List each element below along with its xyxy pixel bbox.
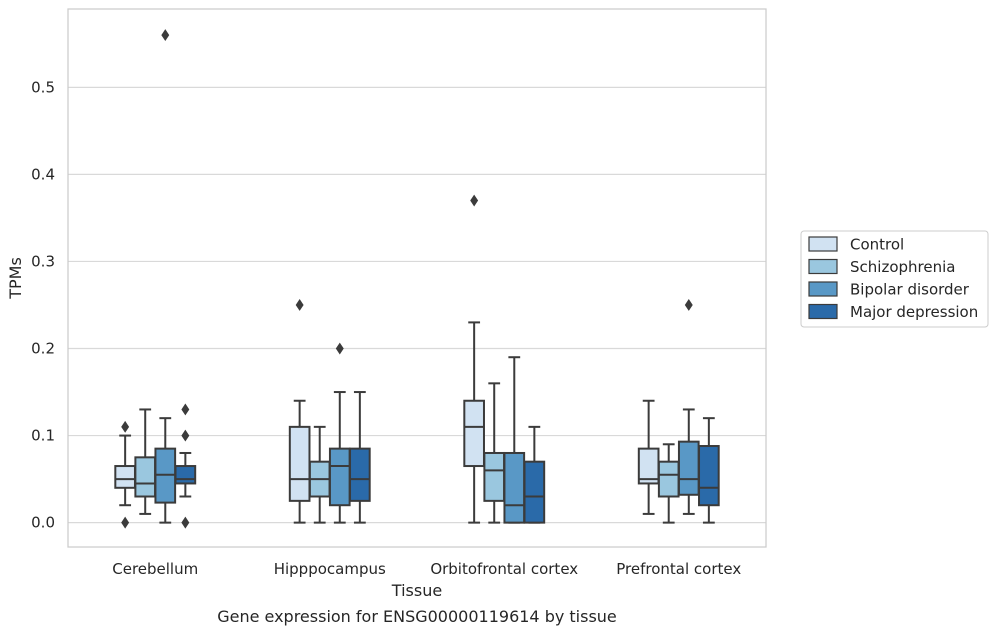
box-control	[637, 399, 660, 515]
y-tick-label: 0.5	[31, 78, 55, 96]
box-control	[114, 420, 136, 529]
box-control	[463, 194, 485, 524]
box-major-depression	[349, 391, 371, 524]
outlier-point	[121, 420, 130, 433]
outlier-point	[121, 516, 130, 529]
iqr-box	[349, 447, 371, 502]
legend-frame	[800, 230, 989, 328]
outlier-point	[335, 342, 344, 355]
legend-swatch	[808, 281, 838, 297]
x-axis-label: Tissue	[391, 581, 442, 600]
legend-label: Major depression	[850, 303, 978, 321]
box-major-depression	[698, 417, 720, 524]
legend-label: Schizophrenia	[850, 258, 955, 276]
outlier-point	[181, 429, 190, 442]
y-tick-label: 0.0	[31, 514, 55, 532]
iqr-box	[174, 465, 197, 485]
x-tick-labels: Cerebellum Hipppocampus Orbitofrontal cort…	[112, 560, 741, 578]
y-tick-label: 0.1	[31, 427, 55, 445]
caption: Gene expression for ENSG00000119614 by t…	[217, 607, 617, 626]
box-bipolar-disorder	[328, 342, 351, 524]
box-major-depression	[523, 425, 546, 524]
iqr-box	[523, 460, 546, 524]
outlier-point	[684, 299, 693, 311]
legend-swatch	[808, 236, 838, 252]
iqr-box	[463, 399, 485, 468]
x-tick-label: Orbitofrontal cortex	[430, 560, 578, 578]
y-axis-label: TPMs	[6, 257, 25, 300]
iqr-box	[328, 447, 351, 507]
box-control	[288, 299, 311, 524]
box-bipolar-disorder	[503, 356, 526, 524]
legend-label: Control	[850, 236, 904, 254]
x-tick-label: Hipppocampus	[274, 560, 386, 578]
box-bipolar-disorder	[154, 29, 177, 524]
box-schizophrenia	[657, 443, 680, 524]
y-tick-label: 0.3	[31, 252, 55, 270]
legend-swatch	[808, 303, 838, 320]
legend-swatch	[808, 258, 838, 275]
outlier-point	[181, 516, 190, 529]
box-schizophrenia	[134, 408, 157, 515]
outlier-point	[181, 403, 190, 416]
outlier-point	[470, 194, 479, 207]
iqr-box	[657, 460, 680, 498]
outlier-point	[295, 299, 304, 311]
legend-label: Bipolar disorder	[850, 281, 970, 299]
box-major-depression	[174, 403, 197, 529]
y-tick-label: 0.4	[31, 165, 55, 183]
box-bipolar-disorder	[677, 299, 700, 515]
iqr-box	[698, 445, 720, 507]
iqr-box	[288, 425, 311, 502]
boxes	[114, 29, 720, 529]
y-tick-labels: 0.0 0.1 0.2 0.3 0.4 0.5	[31, 78, 55, 531]
iqr-box	[134, 456, 157, 498]
x-tick-label: Cerebellum	[112, 560, 198, 578]
x-tick-label: Prefrontal cortex	[616, 560, 741, 578]
iqr-box	[114, 465, 136, 489]
legend: Control Schizophrenia Bipolar disorder Majo…	[800, 230, 989, 328]
box-schizophrenia	[308, 425, 331, 524]
iqr-box	[677, 440, 700, 496]
iqr-box	[503, 451, 526, 524]
box-schizophrenia	[483, 382, 506, 524]
iqr-box	[483, 451, 506, 502]
plot-frame	[67, 8, 767, 548]
outlier-point	[161, 29, 170, 42]
y-tick-label: 0.2	[31, 340, 55, 358]
